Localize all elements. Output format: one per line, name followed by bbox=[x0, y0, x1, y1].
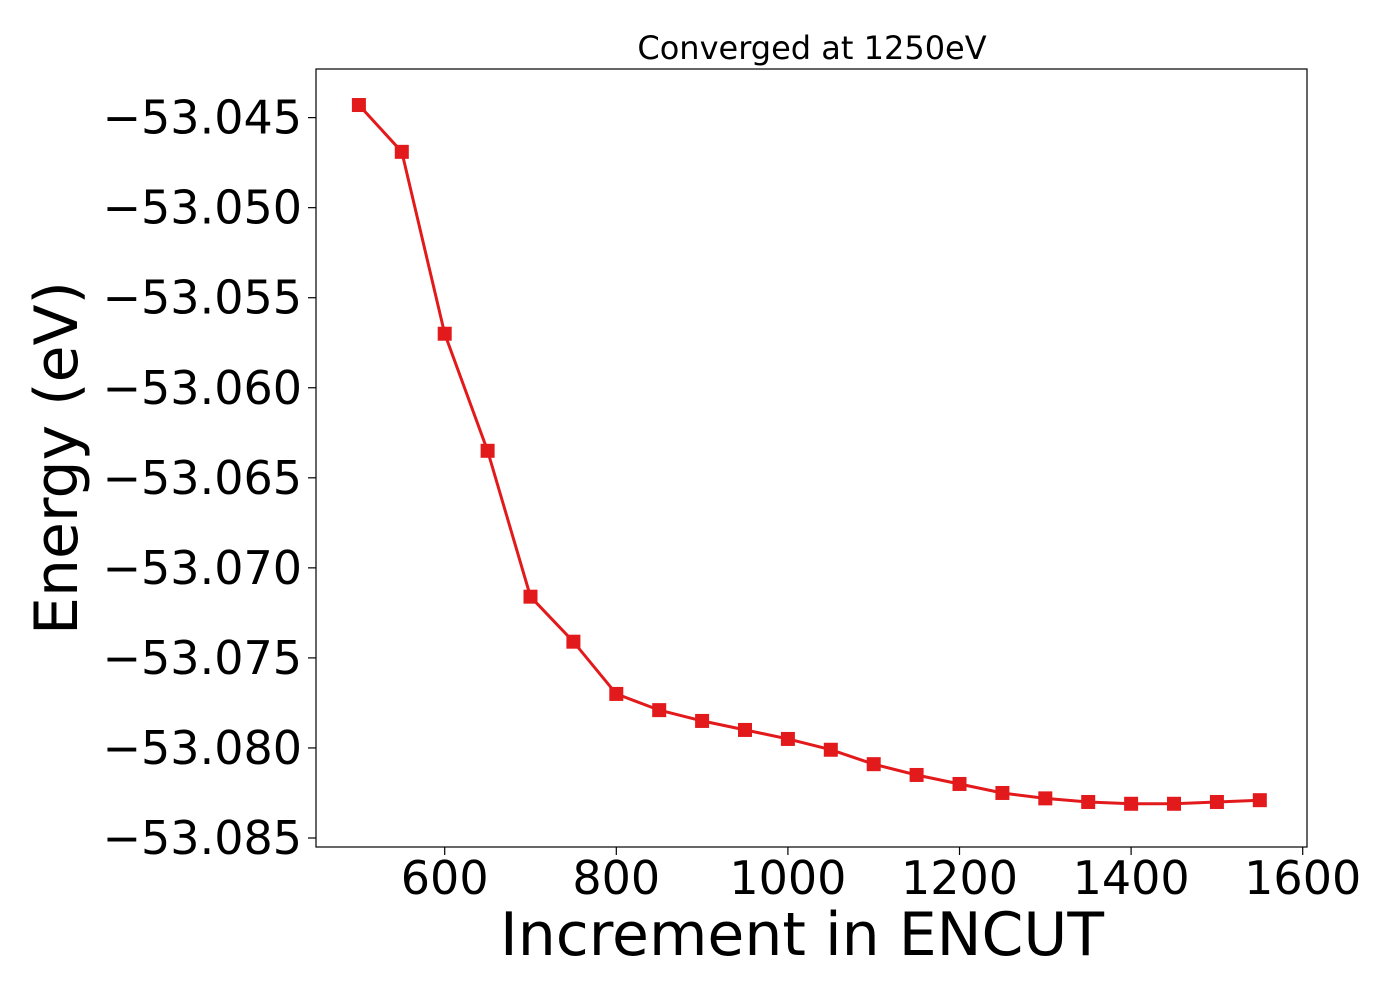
y-tick-label: −53.060 bbox=[103, 361, 303, 415]
data-point bbox=[1252, 793, 1267, 808]
y-tick-label: −53.070 bbox=[103, 541, 303, 595]
data-point bbox=[480, 443, 495, 458]
data-point bbox=[652, 703, 667, 718]
y-tick-label: −53.050 bbox=[103, 181, 303, 235]
chart-title: Converged at 1250eV bbox=[637, 29, 986, 67]
data-point bbox=[738, 722, 753, 737]
x-tick-label: 800 bbox=[572, 851, 660, 905]
x-axis: 600 800 1000 1200 1400 1600 bbox=[401, 847, 1361, 905]
data-point bbox=[780, 731, 795, 746]
data-point bbox=[952, 776, 967, 791]
data-point bbox=[995, 785, 1010, 800]
y-tick-label: −53.080 bbox=[103, 721, 303, 775]
data-point bbox=[823, 742, 838, 757]
y-axis: −53.045 −53.050 −53.055 −53.060 −53.065 −53.0… bbox=[103, 91, 316, 865]
data-point bbox=[394, 144, 409, 159]
y-tick-label: −53.045 bbox=[103, 91, 303, 145]
data-point bbox=[1124, 796, 1139, 811]
data-point bbox=[866, 757, 881, 772]
data-point bbox=[566, 634, 581, 649]
y-tick-label: −53.065 bbox=[103, 451, 303, 505]
data-point bbox=[523, 589, 538, 604]
x-tick-label: 600 bbox=[401, 851, 489, 905]
data-point bbox=[1038, 791, 1053, 806]
x-tick-label: 1000 bbox=[729, 851, 846, 905]
series-layer bbox=[351, 98, 1267, 811]
y-tick-label: −53.075 bbox=[103, 631, 303, 685]
y-tick-label: −53.055 bbox=[103, 271, 303, 325]
y-axis-label: Energy (eV) bbox=[22, 281, 92, 635]
data-point bbox=[1167, 796, 1182, 811]
series-line bbox=[357, 103, 1260, 806]
plot-frame bbox=[315, 68, 1308, 848]
data-point bbox=[1081, 794, 1096, 809]
x-tick-label: 1200 bbox=[901, 851, 1018, 905]
data-point bbox=[609, 686, 624, 701]
y-tick-label: −53.085 bbox=[103, 811, 303, 865]
data-point bbox=[1209, 794, 1224, 809]
data-point bbox=[437, 326, 452, 341]
x-tick-label: 1400 bbox=[1073, 851, 1190, 905]
x-tick-label: 1600 bbox=[1244, 851, 1361, 905]
x-axis-label: Increment in ENCUT bbox=[500, 900, 1104, 970]
data-point bbox=[695, 713, 710, 728]
data-point bbox=[351, 98, 366, 113]
data-point bbox=[909, 767, 924, 782]
